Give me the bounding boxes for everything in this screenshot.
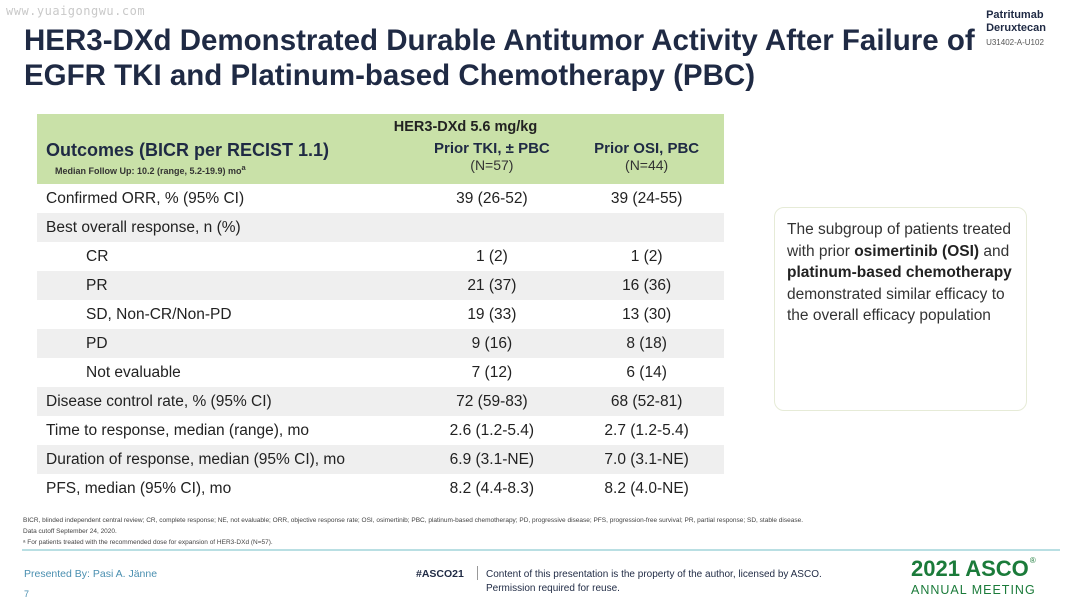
- row-label: Disease control rate, % (95% CI): [37, 387, 415, 416]
- row-value-col2: [569, 213, 724, 242]
- watermark: www.yuaigongwu.com: [6, 4, 146, 18]
- footnote-abbreviations: BICR, blinded independent central review…: [23, 517, 804, 524]
- brand-line-1: Patritumab: [986, 9, 1044, 21]
- table-row: Not evaluable 7 (12) 6 (14): [37, 358, 724, 387]
- col2-header: Prior OSI, PBC (N=44): [569, 140, 724, 184]
- table-row: PFS, median (95% CI), mo 8.2 (4.4-8.3) 8…: [37, 474, 724, 503]
- callout-box: The subgroup of patients treated with pr…: [774, 207, 1027, 411]
- row-value-col1: 21 (37): [414, 271, 570, 300]
- presenter-name: Presented By: Pasi A. Jänne: [24, 568, 158, 580]
- callout-text-3: demonstrated similar efficacy to the ove…: [787, 285, 1005, 325]
- follow-up-text: Median Follow Up: 10.2 (range, 5.2-19.9)…: [55, 166, 242, 176]
- table-row: Duration of response, median (95% CI), m…: [37, 445, 724, 474]
- table-column-header-row: Outcomes (BICR per RECIST 1.1) Median Fo…: [37, 140, 724, 184]
- col1-header: Prior TKI, ± PBC (N=57): [414, 140, 570, 184]
- copyright-notice: Content of this presentation is the prop…: [486, 568, 876, 596]
- col1-title: Prior TKI, ± PBC: [434, 140, 550, 157]
- asco-registered-mark: ®: [1029, 556, 1036, 565]
- asco-meeting: ANNUAL MEETING: [911, 583, 1036, 597]
- hashtag: #ASCO21: [416, 568, 464, 580]
- col2-title: Prior OSI, PBC: [594, 140, 700, 157]
- callout-text-1: The subgroup of patients treated with pr…: [787, 221, 1012, 260]
- table-row: CR 1 (2) 1 (2): [37, 242, 724, 271]
- notice-line-1: Content of this presentation is the prop…: [486, 569, 822, 580]
- row-value-col2: 8 (18): [569, 329, 724, 358]
- footer-divider: [22, 549, 1060, 551]
- row-value-col2: 1 (2): [630, 247, 663, 265]
- row-label: SD, Non-CR/Non-PD: [86, 305, 232, 323]
- row-label: Best overall response, n (%): [37, 213, 415, 242]
- row-value-col2: 2.7 (1.2-5.4): [604, 421, 689, 439]
- row-value-col1: 39 (26-52): [456, 189, 528, 207]
- row-value-col1: 2.6 (1.2-5.4): [449, 421, 535, 439]
- row-value-col1: [414, 213, 570, 242]
- row-value-col2: 6 (14): [626, 363, 667, 381]
- table-row: SD, Non-CR/Non-PD 19 (33) 13 (30): [37, 300, 724, 329]
- callout-text-2: and: [979, 242, 1010, 260]
- col1-n: (N=57): [470, 157, 514, 173]
- row-value-col1: 9 (16): [414, 329, 570, 358]
- notice-line-2: Permission required for reuse.: [486, 583, 620, 594]
- drug-brand: Patritumab Deruxtecan U31402-A-U102: [986, 9, 1046, 49]
- follow-up-sup: a: [241, 163, 246, 172]
- row-label: PFS, median (95% CI), mo: [46, 479, 232, 497]
- row-value-col1: 6.9 (3.1-NE): [414, 445, 570, 474]
- row-value-col2: 39 (24-55): [610, 189, 683, 207]
- footnotes: BICR, blinded independent central review…: [23, 515, 1013, 548]
- row-label: Not evaluable: [86, 363, 181, 381]
- row-label: Duration of response, median (95% CI), m…: [37, 445, 415, 474]
- footer-separator: [477, 566, 478, 580]
- follow-up-note: Median Follow Up: 10.2 (range, 5.2-19.9)…: [46, 163, 415, 176]
- slide-title: HER3-DXd Demonstrated Durable Antitumor …: [24, 24, 975, 92]
- row-value-col1: 19 (33): [467, 305, 517, 323]
- row-value-col2: 13 (30): [622, 305, 672, 323]
- table-row: Disease control rate, % (95% CI) 72 (59-…: [37, 387, 724, 416]
- row-value-col2: 7.0 (3.1-NE): [569, 445, 724, 474]
- col2-n: (N=44): [625, 157, 669, 173]
- table-row: PD 9 (16) 8 (18): [37, 329, 724, 358]
- table-row: Confirmed ORR, % (95% CI) 39 (26-52) 39 …: [37, 184, 724, 213]
- row-label: Confirmed ORR, % (95% CI): [46, 189, 245, 207]
- asco-logo: 2021 ASCO® ANNUAL MEETING: [911, 556, 1036, 597]
- outcome-header-cell: Outcomes (BICR per RECIST 1.1) Median Fo…: [37, 140, 415, 184]
- row-label: PR: [37, 271, 415, 300]
- row-value-col1: 7 (12): [471, 363, 513, 381]
- table-group-header-row: HER3-DXd 5.6 mg/kg: [37, 114, 724, 140]
- row-label: Time to response, median (range), mo: [46, 421, 310, 439]
- table-row: PR 21 (37) 16 (36): [37, 271, 724, 300]
- row-label: PD: [37, 329, 415, 358]
- callout-bold-2: platinum-based chemotherapy: [787, 264, 1012, 282]
- row-value-col1: 8.2 (4.4-8.3): [449, 479, 535, 497]
- group-header: HER3-DXd 5.6 mg/kg: [37, 114, 724, 140]
- page-number: 7: [24, 589, 30, 599]
- brand-code: U31402-A-U102: [986, 38, 1044, 47]
- callout-bold-1: osimertinib (OSI): [854, 242, 980, 260]
- results-table: HER3-DXd 5.6 mg/kg Outcomes (BICR per RE…: [37, 114, 724, 503]
- row-label: CR: [86, 247, 109, 265]
- row-value-col1: 1 (2): [475, 247, 508, 265]
- table-row: Time to response, median (range), mo 2.6…: [37, 416, 724, 445]
- brand-line-2: Deruxtecan: [986, 22, 1046, 34]
- outcome-header: Outcomes (BICR per RECIST 1.1): [46, 140, 330, 160]
- table-row: Best overall response, n (%): [37, 213, 724, 242]
- row-value-col2: 68 (52-81): [569, 387, 724, 416]
- row-value-col2: 16 (36): [569, 271, 724, 300]
- footnote-cutoff: Data cutoff September 24, 2020.: [23, 528, 117, 535]
- footnote-a: ᵃ For patients treated with the recommen…: [23, 539, 273, 546]
- asco-year: 2021 ASCO: [911, 556, 1029, 581]
- row-value-col1: 72 (59-83): [414, 387, 570, 416]
- row-value-col2: 8.2 (4.0-NE): [604, 479, 689, 497]
